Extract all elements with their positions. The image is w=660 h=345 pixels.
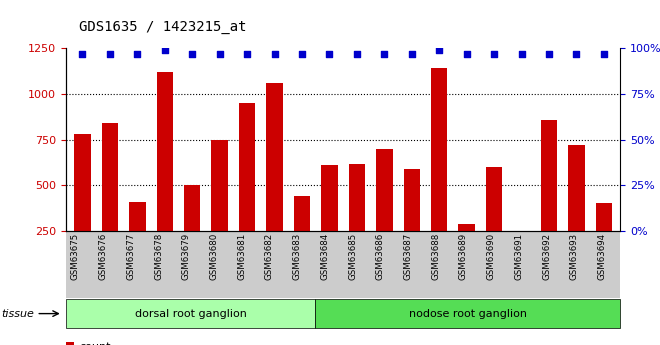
Text: GSM63675: GSM63675 bbox=[71, 233, 80, 280]
Text: GSM63676: GSM63676 bbox=[98, 233, 108, 280]
Text: GSM63684: GSM63684 bbox=[320, 233, 329, 280]
Bar bbox=[486, 167, 502, 277]
Bar bbox=[267, 83, 283, 277]
Point bbox=[352, 51, 362, 57]
Point bbox=[324, 51, 335, 57]
Text: GSM63690: GSM63690 bbox=[486, 233, 496, 280]
Text: GSM63691: GSM63691 bbox=[514, 233, 523, 280]
Text: tissue: tissue bbox=[1, 309, 34, 318]
Point bbox=[269, 51, 280, 57]
Point bbox=[461, 51, 472, 57]
Text: nodose root ganglion: nodose root ganglion bbox=[409, 309, 527, 318]
Point bbox=[379, 51, 389, 57]
Bar bbox=[403, 169, 420, 277]
Point bbox=[571, 51, 581, 57]
Bar bbox=[239, 103, 255, 277]
Bar bbox=[541, 120, 557, 277]
Text: GSM63678: GSM63678 bbox=[154, 233, 163, 280]
Text: dorsal root ganglion: dorsal root ganglion bbox=[135, 309, 247, 318]
Point bbox=[599, 51, 609, 57]
Text: GSM63693: GSM63693 bbox=[570, 233, 579, 280]
Text: GSM63677: GSM63677 bbox=[126, 233, 135, 280]
Text: GSM63683: GSM63683 bbox=[292, 233, 302, 280]
Bar bbox=[156, 72, 173, 277]
Point bbox=[407, 51, 417, 57]
Text: GSM63680: GSM63680 bbox=[209, 233, 218, 280]
Bar bbox=[376, 149, 393, 277]
Bar bbox=[129, 202, 146, 277]
Point bbox=[187, 51, 197, 57]
Bar bbox=[102, 123, 118, 277]
Bar bbox=[74, 134, 90, 277]
Point bbox=[214, 51, 225, 57]
Point bbox=[132, 51, 143, 57]
Point bbox=[105, 51, 115, 57]
Text: GSM63686: GSM63686 bbox=[376, 233, 385, 280]
Point bbox=[242, 51, 252, 57]
Text: GSM63692: GSM63692 bbox=[542, 233, 551, 280]
Point bbox=[434, 47, 445, 53]
Point bbox=[297, 51, 308, 57]
Bar bbox=[568, 145, 585, 277]
Bar bbox=[596, 203, 612, 277]
Text: GSM63694: GSM63694 bbox=[597, 233, 607, 280]
Bar bbox=[211, 140, 228, 277]
Point bbox=[516, 51, 527, 57]
Text: GSM63679: GSM63679 bbox=[182, 233, 191, 280]
Text: GSM63687: GSM63687 bbox=[403, 233, 412, 280]
Point bbox=[544, 51, 554, 57]
Bar bbox=[459, 224, 475, 277]
Text: GSM63685: GSM63685 bbox=[348, 233, 357, 280]
Bar bbox=[348, 165, 365, 277]
Bar bbox=[513, 235, 530, 277]
Point bbox=[489, 51, 500, 57]
Bar bbox=[294, 196, 310, 277]
Point bbox=[77, 51, 88, 57]
Bar bbox=[431, 68, 447, 277]
Text: GSM63681: GSM63681 bbox=[237, 233, 246, 280]
Text: GDS1635 / 1423215_at: GDS1635 / 1423215_at bbox=[79, 20, 247, 34]
Text: GSM63688: GSM63688 bbox=[431, 233, 440, 280]
Bar bbox=[321, 165, 338, 277]
Text: count: count bbox=[79, 342, 111, 345]
Bar bbox=[184, 185, 201, 277]
Point bbox=[160, 47, 170, 53]
Text: GSM63682: GSM63682 bbox=[265, 233, 274, 280]
Text: GSM63689: GSM63689 bbox=[459, 233, 468, 280]
